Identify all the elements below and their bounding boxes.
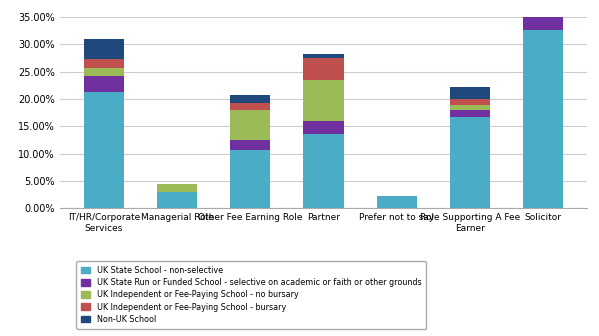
Legend: UK State School - non-selective, UK State Run or Funded School - selective on ac: UK State School - non-selective, UK Stat… [76,261,426,329]
Bar [84,68,124,76]
Bar [450,87,490,99]
Bar [84,39,124,59]
Bar [230,103,270,110]
Bar [303,121,344,134]
Bar [450,110,490,117]
Bar [523,31,563,208]
Bar [230,110,270,140]
Bar [84,76,124,92]
Bar [450,105,490,110]
Bar [303,80,344,121]
Bar [157,184,197,192]
Bar [157,192,197,208]
Bar [450,117,490,208]
Bar [230,140,270,150]
Bar [523,0,563,31]
Bar [230,94,270,103]
Bar [303,134,344,208]
Bar [377,196,417,208]
Bar [230,150,270,208]
Bar [303,54,344,58]
Bar [303,58,344,80]
Bar [84,59,124,68]
Bar [450,99,490,105]
Bar [84,92,124,208]
